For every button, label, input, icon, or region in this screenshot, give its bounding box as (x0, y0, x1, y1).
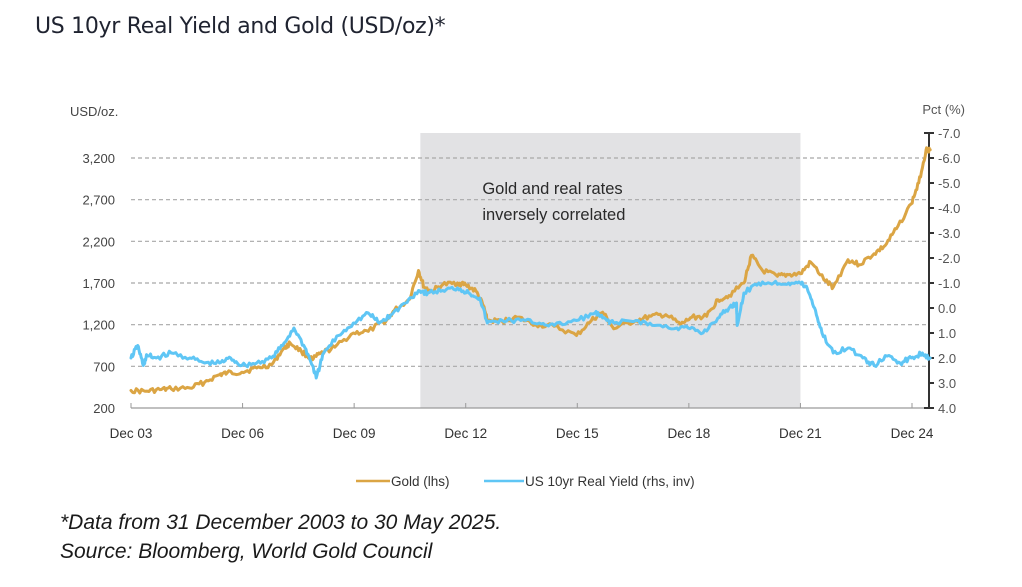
series-line-gold (129, 146, 932, 395)
x-tick-label: Dec 15 (556, 426, 599, 441)
annotation-line-2: inversely correlated (482, 206, 625, 224)
y-tick-right-label: 1.0 (938, 326, 956, 341)
y-tick-left-label: 700 (93, 359, 115, 374)
annotation-line-1: Gold and real rates (482, 180, 622, 198)
y-tick-right-label: -7.0 (938, 126, 960, 141)
y-axis-left-title: USD/oz. (70, 104, 118, 119)
y-axis-right-title: Pct (%) (922, 102, 965, 117)
x-tick-label: Dec 18 (667, 426, 710, 441)
x-tick-label: Dec 03 (110, 426, 153, 441)
footnote: *Data from 31 December 2003 to 30 May 20… (60, 508, 501, 566)
y-tick-left-label: 2,700 (82, 193, 115, 208)
x-tick-label: Dec 24 (891, 426, 934, 441)
x-tick-label: Dec 06 (221, 426, 264, 441)
y-tick-left-label: 3,200 (82, 151, 115, 166)
footnote-source: Source: Bloomberg, World Gold Council (60, 540, 433, 563)
y-tick-left-label: 1,700 (82, 276, 115, 291)
y-tick-right-label: 3.0 (938, 376, 956, 391)
y-tick-right-label: 0.0 (938, 301, 956, 316)
chart-svg: Gold and real rates inversely correlated 2… (70, 102, 965, 489)
y-tick-left-label: 1,200 (82, 318, 115, 333)
y-tick-left-label: 2,200 (82, 234, 115, 249)
chart-card: Gold and real rates inversely correlated 2… (58, 90, 988, 505)
page-title: US 10yr Real Yield and Gold (USD/oz)* (35, 14, 446, 39)
y-tick-right-label: 4.0 (938, 401, 956, 416)
y-tick-right-label: -5.0 (938, 176, 960, 191)
y-tick-right-label: -6.0 (938, 151, 960, 166)
x-tick-label: Dec 12 (444, 426, 487, 441)
y-tick-right-label: -4.0 (938, 201, 960, 216)
x-tick-label: Dec 09 (333, 426, 376, 441)
series-line-real-yield (129, 279, 932, 380)
y-tick-left-label: 200 (93, 401, 115, 416)
legend-label-real-yield: US 10yr Real Yield (rhs, inv) (525, 474, 695, 489)
footnote-date-range: *Data from 31 December 2003 to 30 May 20… (60, 511, 502, 534)
y-tick-right-label: 2.0 (938, 351, 956, 366)
legend-label-gold: Gold (lhs) (391, 474, 450, 489)
x-tick-label: Dec 21 (779, 426, 822, 441)
y-tick-right-label: -2.0 (938, 251, 960, 266)
y-tick-right-label: -1.0 (938, 276, 960, 291)
y-tick-right-label: -3.0 (938, 226, 960, 241)
shaded-region (420, 133, 801, 408)
